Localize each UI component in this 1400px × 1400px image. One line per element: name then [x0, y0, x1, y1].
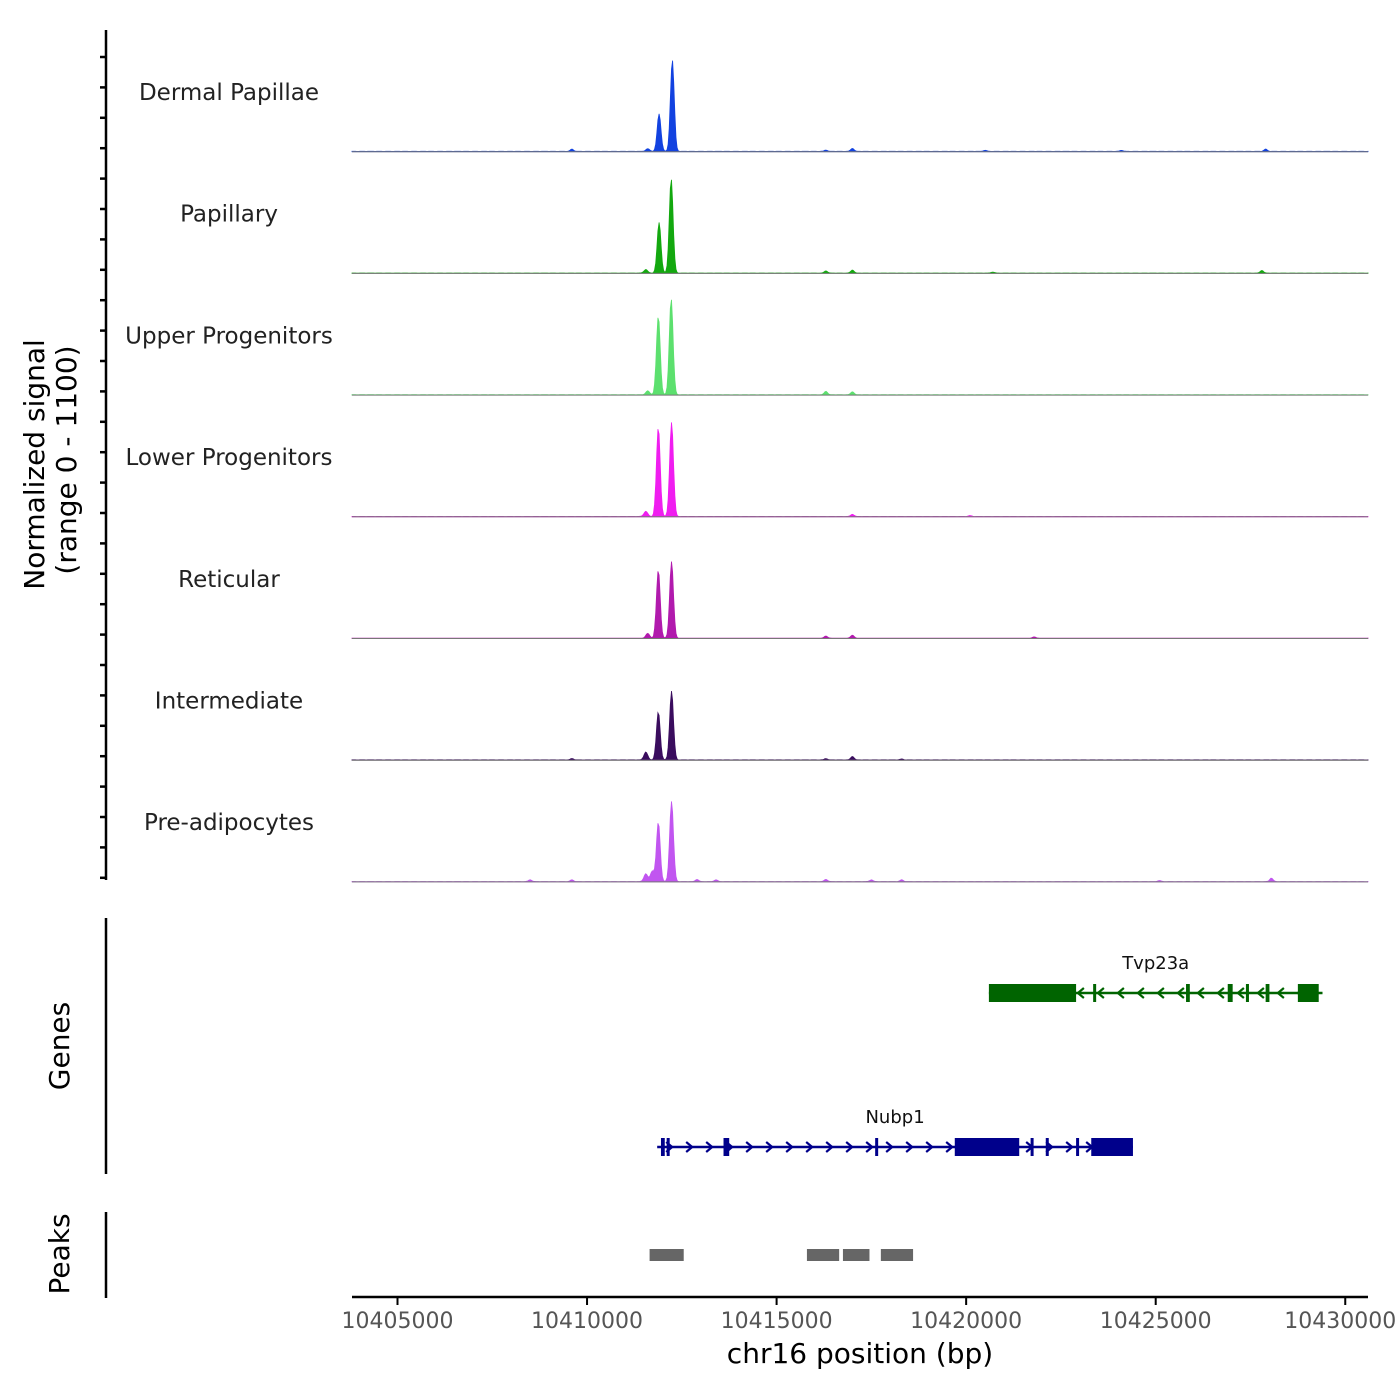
- peak-region: [649, 1249, 684, 1261]
- track-reticular: Reticular: [178, 561, 1369, 639]
- strand-arrow: [1276, 987, 1285, 999]
- y-axis-label: Normalized signal (range 0 - 1100): [18, 330, 83, 589]
- track-label: Papillary: [180, 202, 278, 228]
- strand-arrow: [1096, 987, 1105, 999]
- gene-exon: [1030, 1138, 1034, 1156]
- genes-track-label: Genes: [43, 1002, 76, 1090]
- strand-arrow: [685, 1141, 694, 1153]
- x-tick-label: 10425000: [1100, 1309, 1212, 1334]
- gene-exon: [1093, 984, 1097, 1002]
- track-label: Upper Progenitors: [125, 323, 333, 349]
- track-label: Intermediate: [155, 689, 303, 715]
- gene-annotation-track: Tvp23a Nubp1: [104, 918, 1323, 1174]
- gene-exon: [1227, 984, 1233, 1002]
- strand-arrow: [1216, 987, 1225, 999]
- gene-exon: [1045, 1138, 1049, 1156]
- gene-exon: [660, 1138, 665, 1156]
- strand-arrow: [865, 1141, 874, 1153]
- peak-region-track: [104, 1212, 914, 1298]
- gene-exon: [875, 1138, 879, 1156]
- gene-exon: [1297, 984, 1319, 1002]
- signal-area: [351, 179, 1369, 274]
- strand-arrow: [1136, 987, 1145, 999]
- track-intermediate: Intermediate: [155, 689, 1369, 761]
- peak-region: [806, 1249, 840, 1261]
- track-label: Pre-adipocytes: [144, 810, 314, 836]
- gene-exon: [723, 1138, 730, 1156]
- gene-exon: [1265, 984, 1270, 1002]
- strand-arrow: [785, 1141, 794, 1153]
- strand-arrow: [945, 1141, 954, 1153]
- strand-arrow: [705, 1141, 714, 1153]
- signal-area: [351, 299, 1369, 396]
- track-label: Reticular: [178, 567, 280, 593]
- signal-area: [351, 60, 1369, 153]
- strand-arrow: [805, 1141, 814, 1153]
- strand-arrow: [1196, 987, 1205, 999]
- gene-nubp1: Nubp1: [657, 1107, 1133, 1156]
- peak-region: [880, 1249, 914, 1261]
- strand-arrow: [1065, 1141, 1074, 1153]
- x-tick-label: 10430000: [1284, 1309, 1396, 1334]
- peaks-track-label: Peaks: [43, 1213, 76, 1294]
- strand-arrow: [1236, 987, 1245, 999]
- gene-exon: [1245, 984, 1249, 1002]
- strand-arrow: [925, 1141, 934, 1153]
- gene-tvp23a: Tvp23a: [988, 953, 1323, 1002]
- x-tick-label: 10405000: [342, 1309, 454, 1334]
- gene-exon: [666, 1138, 670, 1156]
- gene-exon: [1091, 1138, 1133, 1156]
- y-axis-label-line2: (range 0 - 1100): [50, 345, 83, 574]
- signal-area: [351, 801, 1369, 883]
- signal-area: [351, 690, 1369, 761]
- strand-arrow: [905, 1141, 914, 1153]
- gene-exon: [1076, 1138, 1080, 1156]
- gene-exon: [988, 984, 1077, 1002]
- track-pre-adipocytes: Pre-adipocytes: [144, 801, 1369, 883]
- gene-name: Tvp23a: [1121, 953, 1189, 974]
- x-axis: 10405000 10410000 10415000 10420000 10425000…: [342, 1295, 1396, 1334]
- track-lower-progenitors: Lower Progenitors: [126, 422, 1369, 518]
- gene-name: Nubp1: [865, 1107, 924, 1128]
- strand-arrow: [1116, 987, 1125, 999]
- y-axis-label-line1: Normalized signal: [18, 339, 51, 590]
- track-papillary: Papillary: [180, 179, 1369, 274]
- x-tick-label: 10410000: [531, 1309, 643, 1334]
- strand-arrow: [885, 1141, 894, 1153]
- strand-arrow: [1176, 987, 1185, 999]
- strand-arrow: [745, 1141, 754, 1153]
- strand-arrow: [845, 1141, 854, 1153]
- strand-arrow: [765, 1141, 774, 1153]
- x-tick-label: 10415000: [721, 1309, 833, 1334]
- track-dermal-papillae: Dermal Papillae: [139, 60, 1369, 153]
- signal-area: [351, 561, 1369, 639]
- track-label: Dermal Papillae: [139, 80, 319, 106]
- signal-tracks: Dermal Papillae Papillary Upper Progenitor…: [100, 30, 1369, 883]
- strand-arrow: [1256, 987, 1265, 999]
- track-upper-progenitors: Upper Progenitors: [125, 299, 1369, 396]
- track-label: Lower Progenitors: [126, 445, 333, 471]
- signal-area: [351, 422, 1369, 518]
- strand-arrow: [1076, 987, 1085, 999]
- x-tick-label: 10420000: [910, 1309, 1022, 1334]
- gene-exon: [1186, 984, 1190, 1002]
- gene-exon: [954, 1138, 1020, 1156]
- strand-arrow: [1156, 987, 1165, 999]
- x-axis-label: chr16 position (bp): [727, 1337, 993, 1370]
- peak-region: [842, 1249, 870, 1261]
- strand-arrow: [825, 1141, 834, 1153]
